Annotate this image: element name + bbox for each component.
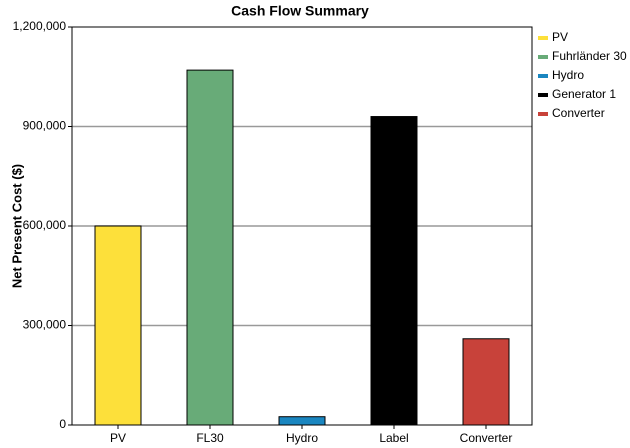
legend-label: Converter [552, 106, 605, 120]
chart-title: Cash Flow Summary [231, 3, 369, 19]
x-tick-label: PV [110, 431, 126, 445]
x-tick-label: Label [379, 431, 408, 445]
y-axis-label: Net Present Cost ($) [9, 164, 24, 288]
x-tick-label: Hydro [286, 431, 318, 445]
y-tick-label: 300,000 [23, 318, 67, 332]
legend-label: Hydro [552, 68, 584, 82]
bar [186, 69, 234, 426]
legend-label: Fuhrländer 30 [552, 49, 627, 63]
y-tick-label: 900,000 [23, 119, 67, 133]
bar [278, 416, 326, 426]
x-tick-label: Converter [460, 431, 513, 445]
bar [370, 116, 418, 426]
x-tick-label: FL30 [196, 431, 224, 445]
y-tick-label: 0 [59, 417, 66, 431]
legend-label: PV [552, 30, 568, 44]
legend-label: Generator 1 [552, 87, 616, 101]
bar [462, 338, 510, 426]
y-tick-label: 600,000 [23, 218, 67, 232]
y-tick-label: 1,200,000 [13, 19, 67, 33]
bar [94, 225, 142, 426]
